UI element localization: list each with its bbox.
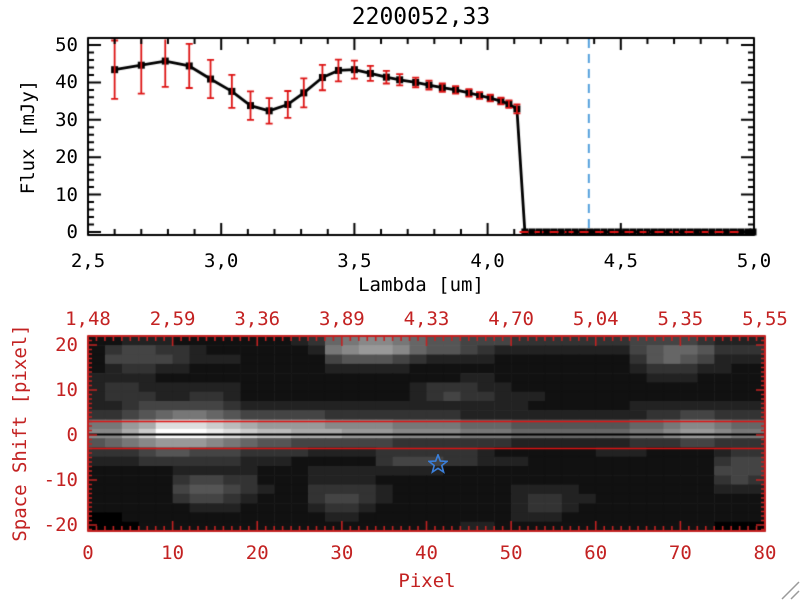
flux-tick-40: 40 xyxy=(55,71,78,94)
pixel-tick-70: 70 xyxy=(668,542,692,564)
plot-title: 2200052,33 xyxy=(351,4,491,30)
pixel-tick-50: 50 xyxy=(499,542,523,564)
lambda-tick-0: 2,5 xyxy=(70,250,106,272)
wavelength-tick-6: 5,04 xyxy=(572,308,619,330)
pixel-tick-80: 80 xyxy=(753,542,777,564)
wavelength-tick-5: 4,70 xyxy=(488,308,535,330)
lambda-tick-3: 4,0 xyxy=(470,250,505,272)
pixel-axis-label: Pixel xyxy=(398,570,456,592)
wavelength-tick-0: 1,48 xyxy=(65,308,111,330)
flux-tick-30: 30 xyxy=(55,108,78,131)
pixel-tick-10: 10 xyxy=(161,542,185,564)
wavelength-tick-2: 3,36 xyxy=(234,308,281,330)
wavelength-tick-8: 5,55 xyxy=(742,308,788,330)
pixel-tick-0: 0 xyxy=(82,542,94,564)
flux-tick-20: 20 xyxy=(55,146,78,169)
shift-tick-10: 10 xyxy=(55,379,78,401)
flux-tick-50: 50 xyxy=(55,34,78,56)
pixel-tick-30: 30 xyxy=(330,542,354,564)
lambda-tick-5: 5,0 xyxy=(736,250,772,272)
flux-axis-label: Flux [mJy] xyxy=(17,79,39,195)
shift-tick--10: -10 xyxy=(43,469,78,491)
star-icon xyxy=(426,452,450,474)
resize-grip[interactable] xyxy=(778,578,800,600)
flux-tick-0: 0 xyxy=(66,221,78,243)
pixel-tick-60: 60 xyxy=(584,542,608,564)
wavelength-tick-3: 3,89 xyxy=(318,308,365,330)
lambda-tick-4: 4,5 xyxy=(603,250,638,272)
lambda-axis-label: Lambda [um] xyxy=(358,274,484,296)
shift-tick--20: -20 xyxy=(43,514,78,536)
wavelength-tick-4: 4,33 xyxy=(403,308,450,330)
shift-tick-20: 20 xyxy=(55,334,78,356)
flux-tick-10: 10 xyxy=(55,183,78,206)
wavelength-tick-1: 2,59 xyxy=(149,308,196,330)
pixel-tick-20: 20 xyxy=(245,542,269,564)
wavelength-tick-7: 5,35 xyxy=(657,308,704,330)
pixel-tick-40: 40 xyxy=(415,542,438,564)
shift-tick-0: 0 xyxy=(66,424,78,446)
lambda-tick-1: 3,0 xyxy=(204,250,239,272)
lambda-tick-2: 3,5 xyxy=(337,250,372,272)
